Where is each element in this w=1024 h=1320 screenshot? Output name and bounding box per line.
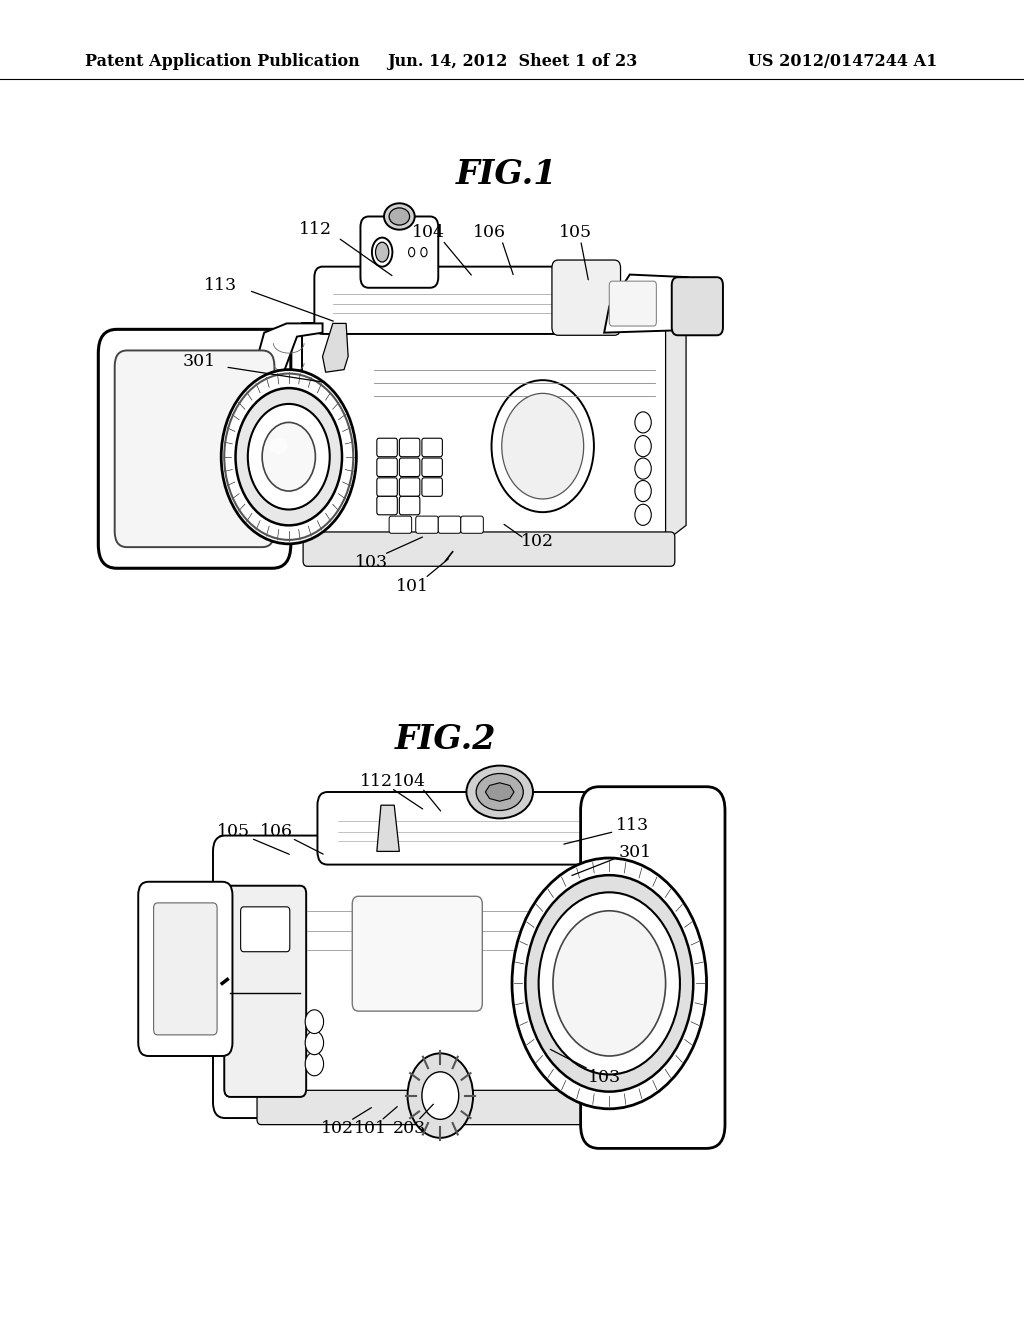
Text: 106: 106 — [260, 824, 293, 840]
Circle shape — [305, 1010, 324, 1034]
Ellipse shape — [376, 242, 389, 261]
Ellipse shape — [384, 203, 415, 230]
Polygon shape — [323, 323, 348, 372]
Polygon shape — [302, 323, 666, 541]
Text: 105: 105 — [559, 224, 592, 240]
FancyBboxPatch shape — [389, 516, 412, 533]
Circle shape — [262, 422, 315, 491]
FancyBboxPatch shape — [399, 496, 420, 515]
FancyBboxPatch shape — [257, 1090, 603, 1125]
Circle shape — [635, 458, 651, 479]
Text: 112: 112 — [360, 774, 393, 789]
Circle shape — [422, 1072, 459, 1119]
Polygon shape — [302, 323, 691, 330]
Text: 101: 101 — [396, 578, 429, 594]
FancyBboxPatch shape — [438, 516, 461, 533]
FancyBboxPatch shape — [154, 903, 217, 1035]
FancyBboxPatch shape — [422, 458, 442, 477]
Circle shape — [502, 393, 584, 499]
FancyBboxPatch shape — [399, 478, 420, 496]
Circle shape — [512, 858, 707, 1109]
Text: 102: 102 — [521, 533, 554, 549]
FancyBboxPatch shape — [422, 478, 442, 496]
FancyBboxPatch shape — [314, 267, 617, 334]
Circle shape — [553, 911, 666, 1056]
Circle shape — [539, 892, 680, 1074]
Ellipse shape — [467, 766, 532, 818]
Text: 301: 301 — [183, 354, 216, 370]
FancyBboxPatch shape — [115, 350, 274, 546]
FancyBboxPatch shape — [377, 458, 397, 477]
Text: FIG.2: FIG.2 — [394, 723, 497, 755]
Circle shape — [408, 1053, 473, 1138]
Polygon shape — [485, 783, 514, 801]
Text: 113: 113 — [204, 277, 237, 293]
Ellipse shape — [476, 774, 523, 810]
Polygon shape — [666, 317, 686, 541]
Circle shape — [305, 1031, 324, 1055]
Circle shape — [635, 436, 651, 457]
FancyBboxPatch shape — [360, 216, 438, 288]
FancyBboxPatch shape — [422, 438, 442, 457]
FancyBboxPatch shape — [552, 260, 621, 335]
Text: Jun. 14, 2012  Sheet 1 of 23: Jun. 14, 2012 Sheet 1 of 23 — [387, 53, 637, 70]
Circle shape — [635, 504, 651, 525]
Circle shape — [635, 412, 651, 433]
Circle shape — [492, 380, 594, 512]
FancyBboxPatch shape — [224, 886, 306, 1097]
Text: 301: 301 — [618, 845, 651, 861]
Text: 106: 106 — [473, 224, 506, 240]
Text: Patent Application Publication: Patent Application Publication — [85, 53, 359, 70]
Polygon shape — [604, 275, 694, 333]
Ellipse shape — [421, 248, 427, 256]
Circle shape — [635, 480, 651, 502]
FancyBboxPatch shape — [399, 458, 420, 477]
FancyBboxPatch shape — [138, 882, 232, 1056]
Text: US 2012/0147244 A1: US 2012/0147244 A1 — [748, 53, 937, 70]
FancyBboxPatch shape — [213, 836, 647, 1118]
FancyBboxPatch shape — [416, 516, 438, 533]
Text: FIG.1: FIG.1 — [456, 158, 558, 190]
FancyBboxPatch shape — [377, 438, 397, 457]
FancyBboxPatch shape — [352, 896, 482, 1011]
Text: 112: 112 — [299, 222, 332, 238]
Ellipse shape — [269, 438, 288, 454]
Ellipse shape — [389, 207, 410, 224]
FancyBboxPatch shape — [377, 496, 397, 515]
FancyBboxPatch shape — [303, 532, 675, 566]
Polygon shape — [635, 828, 664, 1102]
Ellipse shape — [372, 238, 392, 267]
FancyBboxPatch shape — [581, 787, 725, 1148]
Text: 203: 203 — [393, 1121, 426, 1137]
Text: 113: 113 — [616, 817, 649, 833]
Text: 101: 101 — [354, 1121, 387, 1137]
Text: 104: 104 — [393, 774, 426, 789]
Circle shape — [248, 404, 330, 510]
Circle shape — [305, 1052, 324, 1076]
Text: 105: 105 — [217, 824, 250, 840]
Polygon shape — [254, 323, 323, 422]
FancyBboxPatch shape — [609, 281, 656, 326]
Text: 103: 103 — [588, 1069, 621, 1085]
FancyBboxPatch shape — [377, 478, 397, 496]
Text: 103: 103 — [355, 554, 388, 570]
Circle shape — [221, 370, 356, 544]
FancyBboxPatch shape — [461, 516, 483, 533]
Text: 102: 102 — [322, 1121, 354, 1137]
FancyBboxPatch shape — [399, 438, 420, 457]
Text: 104: 104 — [412, 224, 444, 240]
Circle shape — [525, 875, 693, 1092]
Ellipse shape — [409, 248, 415, 256]
Circle shape — [236, 388, 342, 525]
FancyBboxPatch shape — [98, 330, 291, 568]
FancyBboxPatch shape — [241, 907, 290, 952]
FancyBboxPatch shape — [317, 792, 599, 865]
Polygon shape — [377, 805, 399, 851]
FancyBboxPatch shape — [672, 277, 723, 335]
